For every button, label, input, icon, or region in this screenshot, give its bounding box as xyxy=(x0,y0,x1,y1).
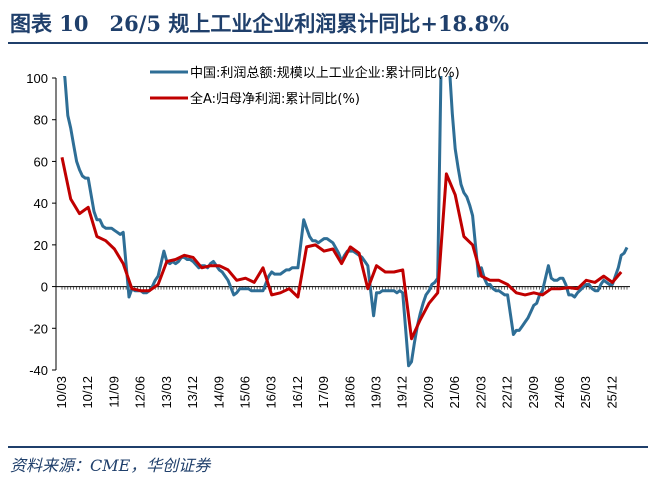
footer-divider xyxy=(8,446,648,448)
y-tick-label: 40 xyxy=(34,196,48,211)
x-tick-label: 17/09 xyxy=(316,376,331,409)
x-tick-label: 16/03 xyxy=(264,376,279,409)
x-tick-label: 19/12 xyxy=(395,376,410,409)
x-tick-label: 10/03 xyxy=(54,376,69,409)
x-tick-label: 13/12 xyxy=(185,376,200,409)
chart-area: -40 -20 0 20 40 60 80 100 10/03 10/12 11/09 12/06 13… xyxy=(0,56,656,444)
y-tick-label: 0 xyxy=(41,280,48,295)
x-tick-label: 22/12 xyxy=(500,376,515,409)
x-tick-label: 23/09 xyxy=(526,376,541,409)
source-note: 资料来源：CME，华创证券 xyxy=(10,456,211,475)
x-tick-label: 22/03 xyxy=(473,376,488,409)
figure-title: 图表 10 26/5 规上工业企业利润累计同比+18.8% xyxy=(10,11,510,36)
y-tick-label: 60 xyxy=(34,154,48,169)
x-tick-label: 13/03 xyxy=(159,376,174,409)
x-tick-label: 21/06 xyxy=(447,376,462,409)
x-tick-label: 16/12 xyxy=(290,376,305,409)
series-line-2 xyxy=(60,156,623,341)
x-tick-label: 12/06 xyxy=(133,376,148,409)
x-tick-label: 14/09 xyxy=(211,376,226,409)
x-tick-label: 19/03 xyxy=(369,376,384,409)
title-divider xyxy=(8,42,648,44)
line-chart: -40 -20 0 20 40 60 80 100 10/03 10/12 11/09 12/06 13… xyxy=(26,65,630,409)
x-tick-label: 25/03 xyxy=(578,376,593,409)
y-tick-label: -20 xyxy=(29,321,48,336)
y-tick-label: 100 xyxy=(26,71,48,86)
x-tick-label: 15/06 xyxy=(237,376,252,409)
y-tick-label: 80 xyxy=(34,113,48,128)
title-bar: 图表 10 26/5 规上工业企业利润累计同比+18.8% xyxy=(0,0,656,44)
y-tick-label: -40 xyxy=(29,363,48,378)
legend-label-1: 中国:利润总额:规模以上工业企业:累计同比(%) xyxy=(190,65,460,81)
legend-label-2: 全A:归母净利润:累计同比(%) xyxy=(190,91,360,107)
y-tick-label: 20 xyxy=(34,238,48,253)
x-tick-label: 11/09 xyxy=(106,376,121,408)
x-tick-label: 20/09 xyxy=(421,376,436,409)
x-tick-label: 10/12 xyxy=(80,376,95,409)
x-tick-label: 25/12 xyxy=(604,376,619,409)
x-tick-label: 18/06 xyxy=(342,376,357,409)
x-tick-label: 24/06 xyxy=(552,376,567,409)
